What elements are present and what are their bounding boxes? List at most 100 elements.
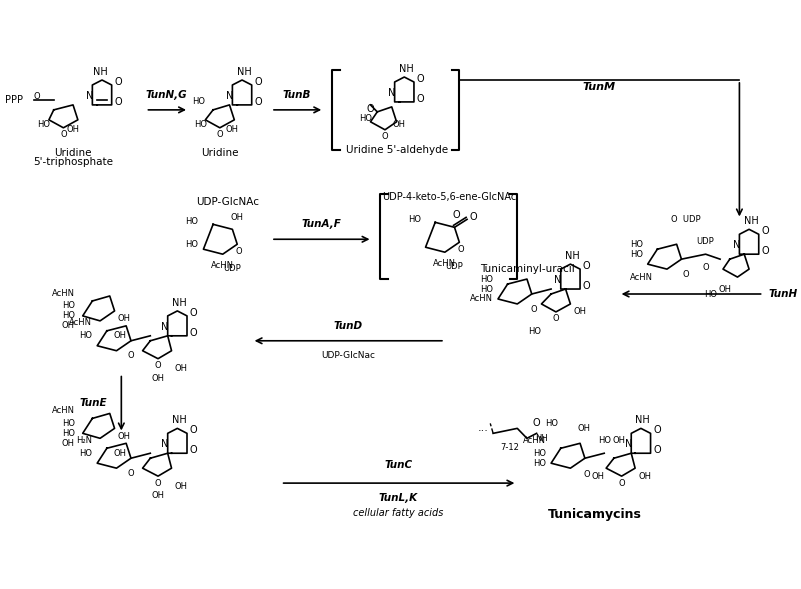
Text: Uridine: Uridine <box>54 148 92 158</box>
Text: HO: HO <box>192 97 205 107</box>
Text: N: N <box>733 240 740 250</box>
Text: OH: OH <box>66 125 79 134</box>
Text: HO: HO <box>79 449 92 458</box>
Text: HO: HO <box>480 274 493 283</box>
Text: OH: OH <box>62 439 75 448</box>
Text: HO: HO <box>194 120 207 130</box>
Text: Tunicamycins: Tunicamycins <box>548 508 642 521</box>
Text: AcHN: AcHN <box>70 319 92 327</box>
Text: OH: OH <box>118 432 131 441</box>
Text: NH: NH <box>93 67 107 77</box>
Text: AcHN: AcHN <box>211 261 234 270</box>
Text: OH: OH <box>175 482 187 491</box>
Text: NH: NH <box>399 64 413 74</box>
Text: O: O <box>381 133 388 141</box>
Text: AcHN: AcHN <box>523 436 546 445</box>
Text: O: O <box>654 445 661 455</box>
Text: HO: HO <box>408 215 421 224</box>
Text: TunN,G: TunN,G <box>146 90 187 100</box>
Text: UDP-GlcNAc: UDP-GlcNAc <box>196 197 259 207</box>
Text: O: O <box>60 130 66 139</box>
Text: HO: HO <box>38 120 50 130</box>
Text: NH: NH <box>535 434 548 443</box>
Text: O  UDP: O UDP <box>671 216 701 224</box>
Text: AcHN: AcHN <box>52 289 75 297</box>
Text: Uridine 5'-aldehyde: Uridine 5'-aldehyde <box>345 145 448 155</box>
Text: OH: OH <box>231 213 244 222</box>
Text: NH: NH <box>236 67 252 77</box>
Text: OH: OH <box>151 373 164 383</box>
Text: O: O <box>190 308 198 318</box>
Text: UDP-GlcNac: UDP-GlcNac <box>321 350 376 360</box>
Text: N: N <box>86 91 93 101</box>
Text: N: N <box>554 275 562 285</box>
Text: O: O <box>458 244 465 254</box>
Text: HO: HO <box>598 436 610 445</box>
Text: TunC: TunC <box>384 460 413 470</box>
Text: UDP-4-keto-5,6-ene-GlcNAc: UDP-4-keto-5,6-ene-GlcNAc <box>383 193 517 203</box>
Text: TunE: TunE <box>79 399 107 409</box>
Text: TunH: TunH <box>768 289 798 299</box>
Text: Uridine: Uridine <box>201 148 239 158</box>
Text: HO: HO <box>186 217 199 226</box>
Text: HO: HO <box>480 284 493 293</box>
Text: O: O <box>216 130 223 139</box>
Text: O: O <box>33 92 40 101</box>
Text: N: N <box>388 88 396 98</box>
Text: HO: HO <box>704 290 717 299</box>
Text: HO: HO <box>62 429 75 438</box>
Text: OH: OH <box>718 284 731 293</box>
Text: HO: HO <box>529 327 541 336</box>
Text: HO: HO <box>630 240 643 249</box>
Text: HO: HO <box>630 250 643 259</box>
Text: O: O <box>190 328 198 338</box>
Text: O: O <box>190 445 198 455</box>
Text: 7-12: 7-12 <box>500 444 519 452</box>
Text: O: O <box>762 226 769 236</box>
Text: AcHN: AcHN <box>433 259 457 268</box>
Text: H₂N: H₂N <box>76 436 92 445</box>
Text: O: O <box>235 247 243 256</box>
Text: TunL,K: TunL,K <box>379 493 418 503</box>
Text: O: O <box>127 351 135 360</box>
Text: NH: NH <box>635 415 650 425</box>
Text: OH: OH <box>578 424 590 433</box>
Text: AcHN: AcHN <box>52 406 75 415</box>
Text: OH: OH <box>151 491 164 500</box>
Text: Tunicaminyl-uracil: Tunicaminyl-uracil <box>480 264 574 274</box>
Text: HO: HO <box>62 419 75 428</box>
Text: O: O <box>583 469 590 479</box>
Text: O: O <box>115 77 123 87</box>
Text: O: O <box>618 479 625 488</box>
Text: OH: OH <box>392 120 405 130</box>
Text: OH: OH <box>62 322 75 330</box>
Text: O: O <box>155 361 161 370</box>
Text: OH: OH <box>612 436 626 445</box>
Text: TunD: TunD <box>334 321 363 331</box>
Text: HO: HO <box>79 331 92 340</box>
Text: HO: HO <box>359 114 372 123</box>
Text: O: O <box>530 306 537 315</box>
Text: HO: HO <box>186 240 199 249</box>
Text: O: O <box>417 94 425 104</box>
Text: O: O <box>762 246 769 256</box>
Text: O: O <box>190 425 198 435</box>
Text: UDP: UDP <box>697 237 714 246</box>
Text: HO: HO <box>62 312 75 320</box>
Text: O: O <box>533 418 541 428</box>
Text: N: N <box>161 322 168 332</box>
Text: HO: HO <box>62 302 75 310</box>
Text: O: O <box>469 213 477 223</box>
Text: OH: OH <box>591 472 604 481</box>
Text: OH: OH <box>113 449 127 458</box>
Text: N: N <box>161 439 168 449</box>
Text: O: O <box>115 97 123 107</box>
Text: HO: HO <box>533 449 546 458</box>
Text: O: O <box>702 263 709 272</box>
Text: O: O <box>127 469 135 478</box>
Text: O: O <box>367 104 374 114</box>
Text: AcHN: AcHN <box>470 294 493 303</box>
Text: O: O <box>654 425 661 435</box>
Text: 5'-triphosphate: 5'-triphosphate <box>33 157 113 167</box>
Text: O: O <box>417 74 425 84</box>
